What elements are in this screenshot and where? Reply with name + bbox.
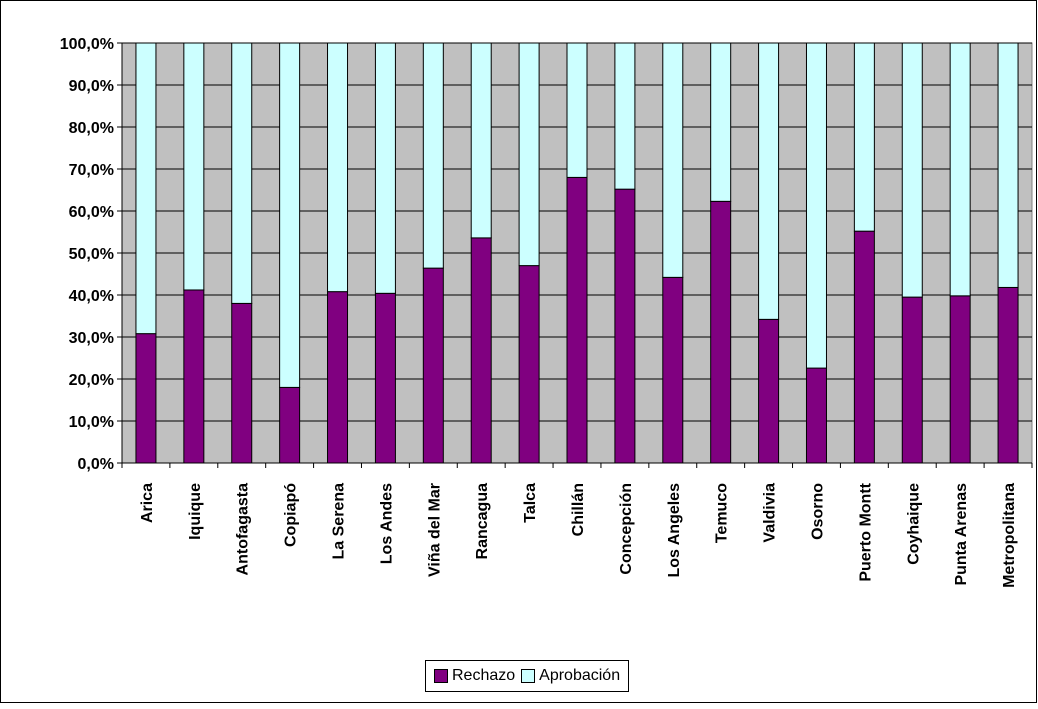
legend-swatch-rechazo (434, 669, 448, 683)
bar-segment (183, 289, 205, 464)
legend: Rechazo Aprobación (425, 660, 630, 692)
bar-segment (901, 42, 923, 298)
x-tick-label: Los Angeles (666, 483, 683, 578)
bar-segment (327, 291, 349, 464)
bar-segment (374, 42, 396, 294)
bar-segment (662, 276, 684, 464)
bar-segment (758, 42, 780, 320)
bar-segment (566, 42, 588, 178)
x-tick-label: Rancagua (474, 483, 491, 560)
bar-segment (279, 386, 301, 464)
bar-segment (135, 42, 157, 335)
bar-segment (997, 286, 1019, 464)
x-tick-label: Puerto Montt (857, 482, 874, 581)
bars (135, 42, 1019, 464)
x-tick-label: Los Andes (378, 483, 395, 564)
x-tick-label: Iquique (187, 483, 204, 540)
x-tick-label: Antofagasta (235, 483, 252, 576)
bar-segment (949, 295, 971, 464)
y-tick-label: 10,0% (69, 414, 114, 431)
bar-segment (566, 176, 588, 464)
bar-segment (327, 42, 349, 293)
x-tick-label: Metropolitana (1001, 483, 1018, 588)
x-tick-label: Copiapó (283, 483, 300, 547)
bar-segment (470, 42, 492, 239)
y-axis: 0,0% 10,0% 20,0% 30,0% 40,0% 50,0% 60,0% 70,0% 8… (60, 36, 123, 473)
bar-segment (614, 42, 636, 190)
y-tick-label: 0,0% (78, 456, 114, 473)
y-tick-label: 70,0% (69, 162, 114, 179)
bar-segment (614, 188, 636, 464)
bar-segment (805, 42, 827, 369)
bar-segment (279, 42, 301, 388)
y-tick-label: 20,0% (69, 372, 114, 389)
bar-segment (997, 42, 1019, 288)
legend-label-rechazo: Rechazo (452, 667, 516, 684)
y-tick-label: 30,0% (69, 330, 114, 347)
bar-segment (853, 42, 875, 232)
x-tick-label: Valdivia (762, 483, 779, 543)
bar-segment (518, 265, 540, 464)
bar-segment (422, 42, 444, 269)
legend-label-aprobacion: Aprobación (539, 667, 621, 684)
bar-segment (231, 302, 253, 464)
x-tick-label: Viña del Mar (426, 483, 443, 577)
y-tick-label: 40,0% (69, 288, 114, 305)
y-tick-label: 100,0% (60, 36, 114, 53)
x-tick-label: Coyhaique (905, 483, 922, 565)
bar-segment (710, 42, 732, 202)
bar-segment (901, 296, 923, 464)
y-tick-label: 50,0% (69, 246, 114, 263)
bar-segment (853, 230, 875, 464)
bar-segment (374, 292, 396, 464)
bar-segment (805, 367, 827, 464)
x-tick-label: Talca (522, 483, 539, 523)
bar-segment (662, 42, 684, 278)
bar-segment (183, 42, 205, 291)
bar-segment (949, 42, 971, 297)
y-tick-label: 60,0% (69, 204, 114, 221)
x-axis: Arica Iquique Antofagasta Copiapó La Serena L… (121, 462, 1033, 588)
x-tick-label: Punta Arenas (953, 483, 970, 586)
x-tick-label: Osorno (809, 483, 826, 540)
x-tick-label: Chillán (570, 483, 587, 536)
x-tick-label: Concepción (618, 483, 635, 575)
bar-segment (518, 42, 540, 267)
bar-segment (422, 267, 444, 464)
legend-swatch-aprobacion (521, 669, 536, 683)
y-tick-label: 90,0% (69, 78, 114, 95)
y-tick-label: 80,0% (69, 120, 114, 137)
x-tick-label: Temuco (714, 483, 731, 543)
bar-segment (231, 42, 253, 304)
bar-segment (758, 318, 780, 464)
x-tick-label: La Serena (331, 483, 348, 560)
legend-item-rechazo: Rechazo (434, 667, 515, 685)
legend-item-aprobacion: Aprobación (521, 667, 620, 685)
bar-segment (710, 200, 732, 464)
bar-segment (470, 237, 492, 464)
x-tick-label: Arica (139, 483, 156, 523)
bar-segment (135, 333, 157, 464)
